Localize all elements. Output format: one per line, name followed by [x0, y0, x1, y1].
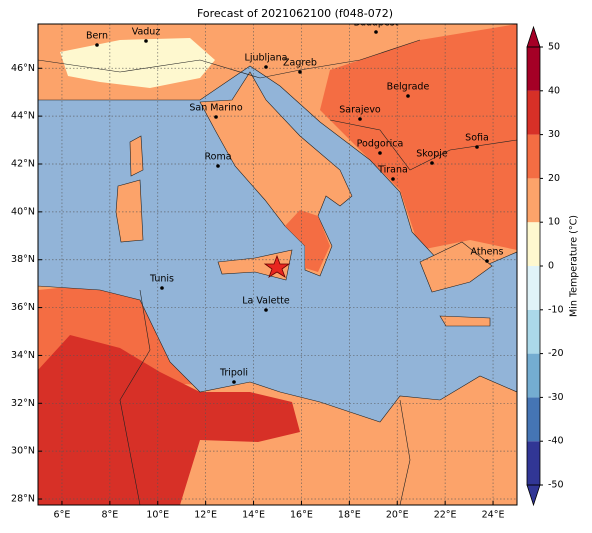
x-tick-label: 12°E: [194, 510, 217, 521]
corsica: [129, 135, 144, 177]
border: [399, 399, 411, 505]
city-dot: [95, 43, 99, 47]
city-dot: [144, 39, 148, 43]
city-dot: [264, 65, 268, 69]
x-tick-label: 22°E: [434, 510, 457, 521]
city-label: Zagreb: [283, 58, 317, 69]
colorbar-tick-label: 0: [548, 261, 554, 272]
x-tick-label: 20°E: [386, 510, 409, 521]
city-dot: [374, 30, 378, 34]
city-dot: [264, 308, 268, 312]
title: Forecast of 2021062100 (f048-072): [197, 7, 393, 20]
city-label: Sofia: [465, 133, 489, 144]
city-dot: [232, 380, 236, 384]
x-tick-label: 18°E: [338, 510, 361, 521]
city-label: Budapest: [354, 18, 399, 29]
border: [329, 119, 517, 171]
x-tick-label: 24°E: [482, 510, 505, 521]
colorbar-band: [527, 178, 540, 223]
city-dot: [214, 115, 218, 119]
city-label: Skopje: [416, 149, 448, 160]
warm-region: [320, 24, 517, 250]
border: [38, 39, 421, 79]
colorbar-band: [527, 47, 540, 91]
colorbar-band: [527, 309, 540, 354]
y-tick-label: 40°N: [11, 206, 35, 217]
colorbar-extend-top: [526, 25, 541, 48]
sardinia: [115, 179, 144, 243]
warm-region: [285, 210, 330, 272]
map-frame: [37, 23, 518, 506]
y-tick-label: 46°N: [11, 63, 35, 74]
hot-region: [38, 335, 300, 505]
border: [119, 289, 151, 505]
city-label: Roma: [204, 152, 231, 163]
city-dot: [378, 151, 382, 155]
city-dot: [391, 177, 395, 181]
colorbar-tick-label: 50: [548, 42, 560, 53]
city-label: Tunis: [149, 274, 174, 285]
colorbar-tick-label: 20: [548, 173, 560, 184]
city-dot: [298, 70, 302, 74]
city-dot: [160, 286, 164, 290]
colorbar-band: [527, 397, 540, 442]
colorbar-tick-label: -30: [548, 392, 564, 403]
city-label: San Marino: [189, 103, 242, 114]
forecast-star: [263, 254, 291, 278]
cool-region: [60, 38, 215, 88]
city-dot: [216, 164, 220, 168]
colorbar-tick-label: 10: [548, 217, 560, 228]
colorbar-band: [527, 90, 540, 135]
x-tick-label: 8°E: [101, 510, 118, 521]
colorbar-band: [527, 134, 540, 179]
city-label: Vaduz: [132, 27, 161, 38]
city-dot: [475, 145, 479, 149]
city-label: Ljubljana: [245, 53, 288, 64]
city-dot: [485, 259, 489, 263]
city-label: Podgorica: [357, 139, 404, 150]
city-label: Belgrade: [387, 82, 430, 93]
city-label: La Valette: [242, 296, 290, 307]
colorbar-tick-label: -10: [548, 304, 564, 315]
y-tick-label: 28°N: [11, 494, 35, 505]
colorbar-tick-label: -20: [548, 348, 564, 359]
city-dot: [358, 117, 362, 121]
x-tick-label: 14°E: [242, 510, 265, 521]
colorbar-band: [527, 266, 540, 310]
city-dot: [430, 161, 434, 165]
y-tick-label: 34°N: [11, 350, 35, 361]
y-tick-label: 42°N: [11, 158, 35, 169]
y-tick-label: 36°N: [11, 302, 35, 313]
colorbar-extend-bottom: [526, 484, 541, 507]
colorbar-tick-label: -50: [548, 480, 564, 491]
y-tick-label: 30°N: [11, 446, 35, 457]
y-tick-label: 32°N: [11, 398, 35, 409]
crete: [439, 315, 491, 327]
city-label: Bern: [86, 31, 108, 42]
city-label: Athens: [471, 247, 504, 258]
y-tick-label: 38°N: [11, 254, 35, 265]
city-label: Tirana: [377, 165, 408, 176]
y-tick-label: 44°N: [11, 111, 35, 122]
x-tick-label: 16°E: [290, 510, 313, 521]
colorbar-tick-label: 30: [548, 129, 560, 140]
city-label: Sarajevo: [339, 105, 381, 116]
greece: [419, 241, 493, 293]
colorbar-tick-label: -40: [548, 436, 564, 447]
colorbar-band: [527, 353, 540, 398]
colorbar-band: [527, 441, 540, 485]
x-tick-label: 6°E: [54, 510, 71, 521]
city-dot: [406, 94, 410, 98]
city-label: Tripoli: [219, 368, 248, 379]
x-tick-label: 10°E: [146, 510, 169, 521]
colorbar-label: Min Temperature (°C): [569, 215, 580, 317]
colorbar-tick-label: 40: [548, 85, 560, 96]
colorbar-band: [527, 222, 540, 266]
